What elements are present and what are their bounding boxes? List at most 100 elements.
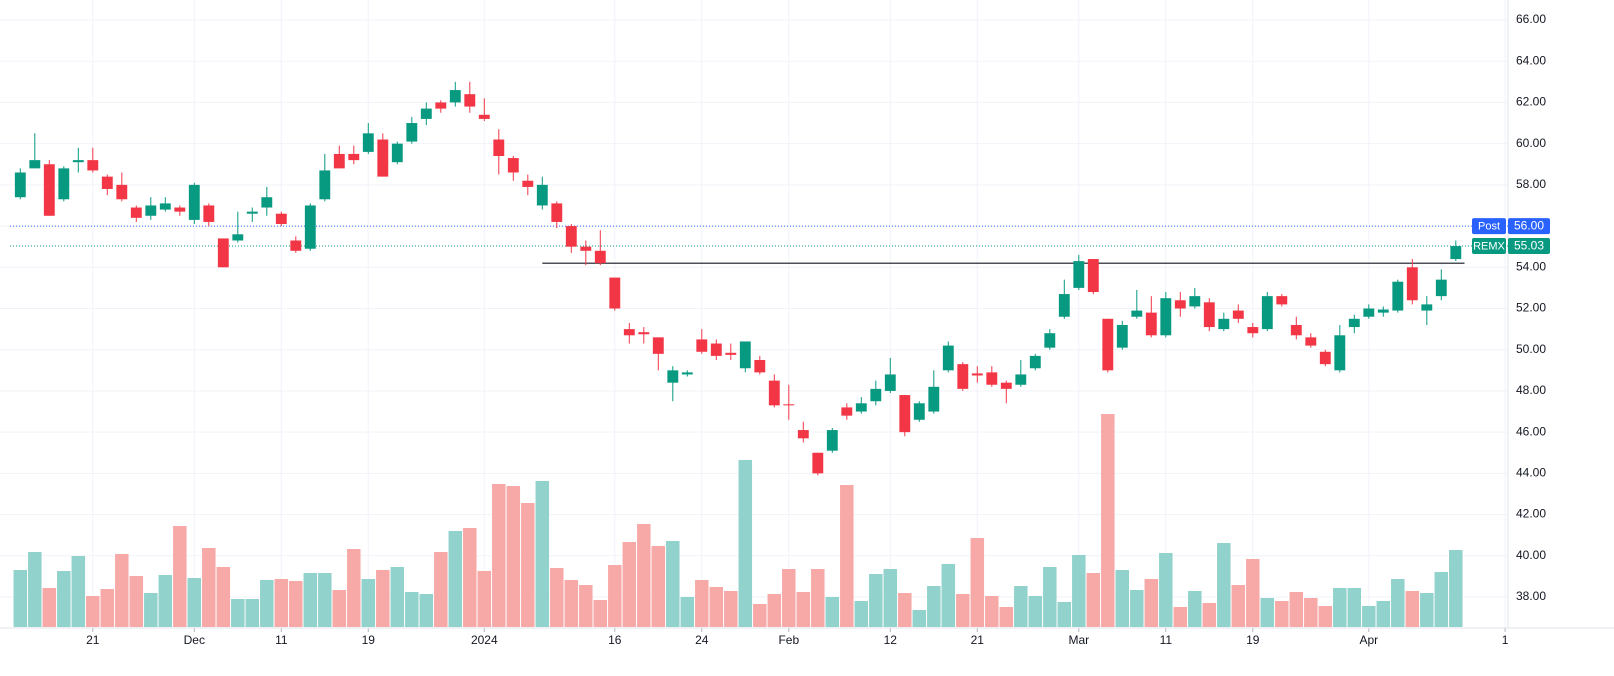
candle-body xyxy=(1363,308,1375,317)
volume-bar xyxy=(361,579,376,627)
volume-bar xyxy=(753,604,767,627)
volume-bar xyxy=(260,580,274,627)
volume-bar xyxy=(202,548,216,627)
volume-bar xyxy=(956,594,970,627)
y-tick-label: 38.00 xyxy=(1516,589,1546,603)
volume-bar xyxy=(1115,570,1130,627)
x-tick-label: 1 xyxy=(1502,633,1509,647)
candle-body xyxy=(681,372,693,375)
volume-bar xyxy=(1231,585,1246,627)
volume-bar xyxy=(303,573,318,627)
volume-bar xyxy=(637,524,651,627)
volume-bar xyxy=(593,600,608,627)
candle-body xyxy=(855,403,867,412)
y-tick-label: 46.00 xyxy=(1516,424,1546,438)
candle-body xyxy=(1174,300,1186,309)
candle-body xyxy=(449,90,461,103)
price-value: 55.03 xyxy=(1514,239,1544,253)
volume-bar xyxy=(405,592,419,627)
candle-body xyxy=(1450,246,1462,260)
x-tick-label: 19 xyxy=(362,633,376,647)
y-tick-label: 42.00 xyxy=(1516,507,1546,521)
volume-bar xyxy=(840,485,854,627)
volume-bar xyxy=(869,574,883,627)
y-tick-label: 60.00 xyxy=(1516,136,1546,150)
volume-bar xyxy=(13,570,28,627)
candle-body xyxy=(696,339,708,352)
volume-bar xyxy=(42,588,57,627)
x-tick-label: Apr xyxy=(1359,633,1378,647)
volume-bar xyxy=(738,460,753,627)
candle-body xyxy=(188,184,200,220)
volume-bar xyxy=(448,531,463,627)
price-name: REMX xyxy=(1473,240,1505,252)
candle-body xyxy=(913,403,925,420)
y-tick-label: 66.00 xyxy=(1516,12,1546,26)
y-tick-label: 62.00 xyxy=(1516,95,1546,109)
y-tick-label: 44.00 xyxy=(1516,466,1546,480)
candle-body xyxy=(1276,296,1288,305)
candle-body xyxy=(261,197,273,208)
volume-bar xyxy=(115,554,129,627)
candle-body xyxy=(1406,267,1418,301)
y-tick-label: 52.00 xyxy=(1516,301,1546,315)
candle-body xyxy=(246,211,258,214)
candle-body xyxy=(1044,333,1056,348)
price-value: 56.00 xyxy=(1514,219,1544,233)
candle-body xyxy=(391,143,403,163)
candle-body xyxy=(174,207,186,212)
volume-bar xyxy=(1289,592,1304,627)
price-name: Post xyxy=(1478,220,1500,232)
volume-bar xyxy=(1028,596,1043,627)
volume-bar xyxy=(100,589,115,627)
volume-bar xyxy=(1014,586,1028,627)
candle-body xyxy=(797,430,809,439)
volume-bar xyxy=(550,568,564,627)
volume-bar xyxy=(28,552,42,627)
volume-bar xyxy=(245,599,260,627)
volume-bar xyxy=(970,538,985,627)
x-tick-label: Mar xyxy=(1068,633,1089,647)
volume-bar xyxy=(680,597,695,627)
y-tick-label: 58.00 xyxy=(1516,177,1546,191)
volume-bar xyxy=(1217,543,1231,627)
candle-body xyxy=(493,139,505,157)
candle-body xyxy=(565,226,577,247)
y-tick-label: 50.00 xyxy=(1516,342,1546,356)
volume-bar xyxy=(796,592,811,627)
candle-body xyxy=(435,102,447,109)
volume-bar xyxy=(419,594,434,627)
y-tick-label: 48.00 xyxy=(1516,383,1546,397)
volume-bar xyxy=(622,542,637,627)
candle-body xyxy=(725,352,737,355)
volume-bar xyxy=(695,580,709,627)
candle-body xyxy=(870,388,882,402)
volume-bar xyxy=(1304,598,1318,627)
candle-body xyxy=(72,160,84,163)
volume-bar xyxy=(1057,602,1072,627)
candle-body xyxy=(58,168,70,200)
volume-bar xyxy=(941,564,956,627)
volume-bar xyxy=(651,546,666,627)
candle-body xyxy=(942,345,954,371)
candle-body xyxy=(507,158,519,173)
y-tick-label: 64.00 xyxy=(1516,53,1546,67)
candle-body xyxy=(1348,318,1360,328)
volume-bar xyxy=(927,586,941,627)
candle-body xyxy=(43,164,55,216)
volume-bar xyxy=(390,567,405,627)
volume-bar xyxy=(883,569,898,627)
candle-body xyxy=(145,205,157,216)
candle-body xyxy=(522,180,534,187)
volume-bar xyxy=(854,601,869,627)
volume-bar xyxy=(1130,590,1144,627)
volume-bar xyxy=(1188,591,1202,627)
candle-body xyxy=(101,176,113,189)
volume-bar xyxy=(579,585,593,627)
candle-body xyxy=(464,94,476,107)
candle-body xyxy=(1073,261,1085,288)
x-tick-label: 16 xyxy=(608,633,622,647)
volume-bar xyxy=(144,593,158,627)
volume-bar xyxy=(782,569,796,627)
